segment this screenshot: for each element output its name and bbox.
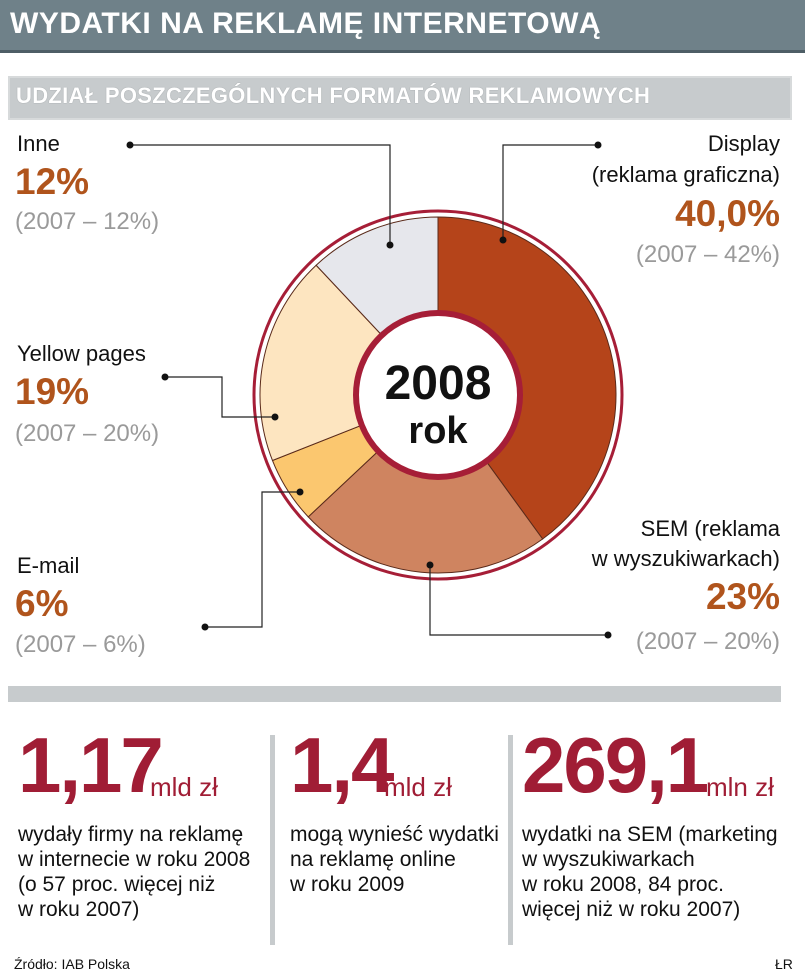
label-display-prev: (2007 – 42%) — [635, 241, 780, 268]
stat-3-value: 269,1 — [522, 721, 709, 809]
label-email-prev: (2007 – 6%) — [15, 631, 146, 658]
stat-3-desc-line: w roku 2008, 84 proc. — [522, 873, 724, 896]
label-display-value: 40,0% — [675, 193, 780, 234]
column-separator — [508, 735, 513, 945]
stat-2-unit: mld zł — [384, 772, 452, 802]
stat-3-desc-line: więcej niż w roku 2007) — [522, 898, 741, 921]
leader-email-dot — [201, 623, 209, 631]
label-inne-name: Inne — [17, 131, 60, 156]
label-email-value: 6% — [15, 583, 69, 624]
stat-1-desc-line: w roku 2007) — [18, 898, 140, 921]
leader-inne-dot — [386, 241, 394, 249]
stat-1-desc-line: wydały firmy na reklamę — [18, 823, 244, 846]
source-credit: Źródło: IAB Polska — [14, 956, 130, 972]
label-sem-name-2: w wyszukiwarkach) — [591, 546, 780, 571]
stat-3-desc-line: wydatki na SEM (marketing — [522, 823, 778, 846]
label-display-name-2: (reklama graficzna) — [591, 162, 780, 187]
stat-3-unit: mln zł — [706, 772, 774, 802]
column-separator — [270, 735, 275, 945]
stat-1-unit: mld zł — [150, 772, 218, 802]
label-inne-prev: (2007 – 12%) — [15, 208, 160, 235]
center-year: 2008 — [385, 357, 492, 410]
stat-2-desc-line: na reklamę online — [290, 848, 456, 871]
leader-yellow-pages — [165, 376, 275, 418]
chart-title: UDZIAŁ POSZCZEGÓLNYCH FORMATÓW REKLAMOWY… — [16, 83, 651, 108]
leader-email — [205, 491, 300, 628]
author-credit: ŁR — [775, 956, 793, 972]
leader-display-dot — [594, 141, 602, 149]
leader-display — [502, 144, 598, 240]
subtitle-bar — [8, 76, 792, 120]
leader-email-dot — [296, 488, 304, 496]
stat-2-desc-line: w roku 2009 — [290, 873, 405, 896]
leader-inne — [130, 144, 391, 245]
label-email-name: E-mail — [17, 553, 80, 578]
label-yellow-pages-prev: (2007 – 20%) — [15, 420, 160, 447]
leader-display-dot — [499, 236, 507, 244]
leader-yellow-pages-dot — [161, 373, 169, 381]
leader-sem — [429, 565, 608, 636]
label-display-name-1: Display — [707, 131, 780, 156]
title-bar — [0, 0, 805, 53]
pie-center-hole — [353, 310, 523, 480]
stat-1-value: 1,17 — [18, 721, 164, 809]
center-word: rok — [408, 410, 468, 452]
label-inne-value: 12% — [15, 161, 90, 202]
label-sem-name-1: SEM (reklama — [640, 516, 780, 541]
label-sem-prev: (2007 – 20%) — [635, 628, 780, 655]
stat-2-value: 1,4 — [290, 721, 394, 809]
section-divider — [8, 686, 781, 702]
stat-1-desc-line: (o 57 proc. więcej niż — [18, 873, 216, 896]
stat-3-desc-line: w wyszukiwarkach — [522, 848, 695, 871]
leader-sem-dot — [426, 561, 434, 569]
label-sem-value: 23% — [705, 576, 780, 617]
page-title: WYDATKI NA REKLAMĘ INTERNETOWĄ — [10, 7, 602, 40]
leader-yellow-pages-dot — [271, 413, 279, 421]
stat-1-desc-line: w internecie w roku 2008 — [18, 848, 251, 871]
label-yellow-pages-name: Yellow pages — [17, 341, 146, 366]
label-yellow-pages-value: 19% — [15, 371, 90, 412]
leader-sem-dot — [604, 631, 612, 639]
stat-2-desc-line: mogą wynieść wydatki — [290, 823, 499, 846]
leader-inne-dot — [126, 141, 134, 149]
